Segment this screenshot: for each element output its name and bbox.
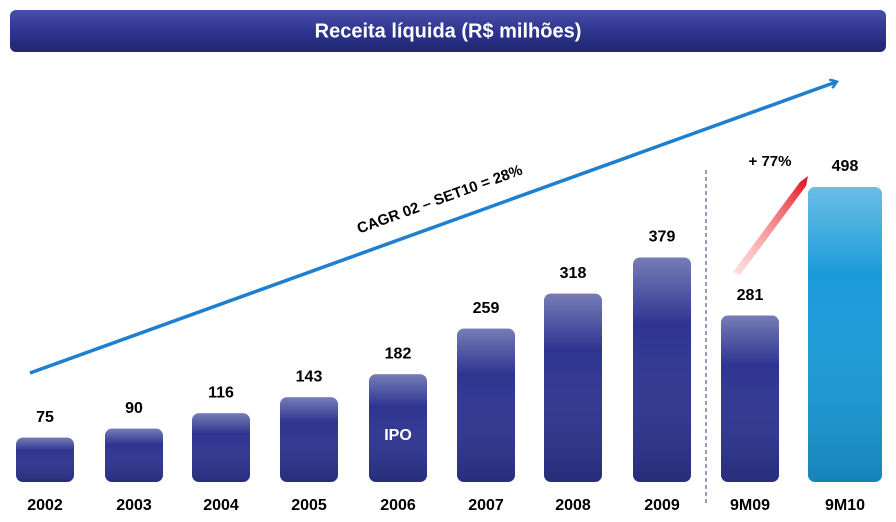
value-label: 498: [832, 158, 859, 175]
x-tick-label: 2005: [291, 497, 327, 514]
bar: [16, 437, 74, 482]
growth-arrow: [733, 176, 808, 275]
bar: [457, 328, 515, 482]
chart-title: Receita líquida (R$ milhões): [315, 20, 582, 42]
x-tick-label: 9M09: [730, 497, 770, 514]
x-tick-label: 2009: [644, 497, 680, 514]
bar: [192, 413, 250, 482]
value-label: 318: [560, 265, 587, 282]
x-tick-label: 2003: [116, 497, 152, 514]
growth-label: + 77%: [749, 153, 792, 170]
bar: [721, 315, 779, 482]
x-tick-label: 2008: [555, 497, 591, 514]
bar: [280, 397, 338, 482]
value-label: 259: [473, 300, 500, 317]
bar: [105, 428, 163, 482]
bar: [808, 187, 882, 482]
value-label: 182: [385, 345, 412, 362]
value-label: 143: [296, 369, 323, 386]
bar: [544, 293, 602, 482]
x-tick-label: 2006: [380, 497, 416, 514]
value-label: 90: [125, 400, 143, 417]
header-bar: [10, 10, 886, 52]
trend-arrow: [29, 82, 836, 375]
x-tick-label: 2004: [203, 497, 239, 514]
x-tick-label: 2002: [27, 497, 63, 514]
bar-note: IPO: [384, 427, 412, 444]
value-label: 281: [737, 287, 764, 304]
value-label: 75: [36, 409, 54, 426]
x-tick-label: 9M10: [825, 497, 865, 514]
bar: [633, 257, 691, 482]
x-tick-label: 2007: [468, 497, 504, 514]
value-label: 116: [208, 385, 234, 402]
value-label: 379: [649, 229, 676, 246]
